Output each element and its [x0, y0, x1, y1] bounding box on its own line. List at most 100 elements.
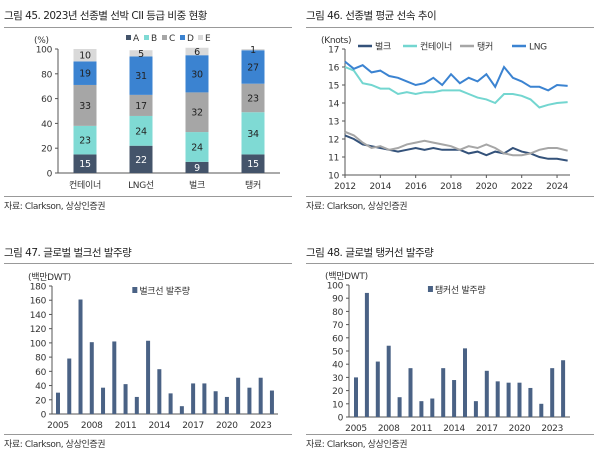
- divider: [306, 27, 594, 28]
- c45-data-label: 34: [247, 129, 259, 140]
- c48-y-tick-label: 60: [332, 334, 343, 344]
- c46-x-tick-label: 2014: [369, 182, 391, 192]
- c47-bar: [112, 341, 117, 414]
- c48-bar: [386, 345, 391, 417]
- divider: [306, 196, 594, 197]
- c46-legend-label: LNG: [529, 43, 547, 53]
- c45-bar-A: [185, 161, 209, 173]
- c47-x-tick-label: 2017: [182, 421, 204, 431]
- divider: [4, 434, 292, 435]
- chart48-title: 그림 48. 글로벌 탱커선 발주량: [306, 247, 434, 259]
- c47-y-tick-label: 40: [35, 382, 46, 392]
- c45-bar-E: [73, 49, 97, 62]
- c45-bar-D: [241, 50, 265, 84]
- chart46-source: 자료: Clarkson, 상상인증권: [306, 202, 408, 212]
- c46-x-tick-label: 2018: [440, 182, 462, 192]
- c48-bar: [397, 397, 402, 417]
- chart47-title: 그림 47. 글로벌 벌크선 발주량: [4, 247, 132, 259]
- c46-x-tick-label: 2020: [476, 182, 498, 192]
- c45-x-tick-label: LNG선: [128, 180, 154, 191]
- c48-bar: [452, 380, 457, 417]
- c47-y-axis-label: (백만DWT): [28, 272, 71, 283]
- c45-bar-B: [129, 115, 153, 146]
- c45-y-tick-label: 100: [36, 46, 53, 56]
- c47-legend-label: 벌크선 발주량: [139, 285, 189, 297]
- c47-bar: [179, 406, 184, 414]
- c47-bar: [213, 391, 218, 414]
- c47-bar: [146, 340, 151, 414]
- c48-bar: [364, 292, 369, 417]
- c45-data-label: 31: [135, 71, 147, 82]
- c45-legend-swatch: [126, 35, 131, 40]
- c45-y-tick-label: 60: [41, 95, 52, 105]
- chart47-source: 자료: Clarkson, 상상인증권: [4, 440, 106, 450]
- c47-y-tick-label: 60: [35, 368, 46, 378]
- c47-bar: [224, 396, 229, 414]
- c45-x-tick-label: 벌크: [189, 180, 205, 191]
- c45-data-label: 15: [79, 159, 91, 170]
- c46-y-tick-label: 14: [328, 100, 339, 110]
- c48-bar: [528, 387, 533, 417]
- c45-legend-label: A: [133, 34, 140, 44]
- c48-x-tick-label: 2023: [541, 424, 563, 434]
- c45-bar-C: [241, 83, 265, 113]
- c45-bar-B: [73, 125, 97, 155]
- c48-y-tick-label: 100: [327, 282, 344, 292]
- c47-bar: [157, 369, 162, 414]
- c48-bar: [539, 403, 544, 417]
- c46-line-탱커: [344, 130, 568, 157]
- c48-x-tick-label: 2008: [378, 424, 400, 434]
- c45-data-label: 30: [191, 69, 203, 80]
- c45-legend-swatch: [144, 35, 149, 40]
- c48-legend-label: 탱커선 발주량: [435, 284, 485, 296]
- c45-bar-D: [129, 56, 153, 95]
- c45-bar-C: [73, 84, 97, 126]
- c48-x-tick-label: 2017: [476, 424, 498, 434]
- c48-y-tick-label: 50: [332, 348, 343, 358]
- c47-y-tick-label: 100: [30, 339, 47, 349]
- c47-bar: [247, 387, 252, 414]
- c46-y-tick-label: 16: [328, 64, 339, 74]
- c45-data-label: 17: [135, 101, 147, 112]
- c46-x-tick-label: 2024: [546, 182, 568, 192]
- c45-bar-A: [241, 154, 265, 173]
- c48-y-tick-label: 40: [332, 361, 343, 371]
- c46-y-axis-label: (Knots): [321, 36, 351, 46]
- c45-bar-D: [73, 61, 97, 85]
- c48-bar: [561, 360, 566, 417]
- chart48-source: 자료: Clarkson, 상상인증권: [306, 440, 408, 450]
- c47-y-tick-label: 160: [30, 297, 47, 307]
- chart45-title: 그림 45. 2023년 선종별 선박 CII 등급 비중 현황: [4, 10, 207, 22]
- c46-y-tick-label: 17: [328, 46, 339, 56]
- c47-bar: [89, 342, 94, 414]
- c45-data-label: 9: [194, 163, 200, 174]
- c48-x-tick-label: 2020: [509, 424, 531, 434]
- c47-bar: [123, 384, 128, 414]
- c45-legend-swatch: [180, 35, 185, 40]
- c48-bar: [473, 401, 478, 417]
- c47-x-tick-label: 2005: [47, 421, 69, 431]
- c45-y-axis-label: (%): [34, 36, 49, 46]
- c47-x-tick-label: 2011: [115, 421, 137, 431]
- c45-bar-A: [73, 154, 97, 173]
- c45-y-tick-label: 40: [41, 120, 52, 130]
- c48-bar: [430, 398, 435, 417]
- c45-bar-B: [241, 112, 265, 155]
- divider: [4, 263, 292, 264]
- c48-y-tick-label: 70: [332, 321, 343, 331]
- c48-bar: [550, 368, 555, 417]
- c47-x-tick-label: 2008: [81, 421, 103, 431]
- c45-data-label: 32: [191, 108, 203, 119]
- c48-y-axis-label: (백만DWT): [325, 271, 368, 282]
- c47-y-tick-label: 20: [35, 396, 46, 406]
- c47-y-tick-label: 180: [30, 283, 47, 293]
- c48-y-tick-label: 0: [338, 414, 344, 424]
- c46-line-LNG: [344, 60, 568, 92]
- c45-legend-swatch: [198, 35, 203, 40]
- c47-y-tick-label: 0: [41, 411, 47, 421]
- c45-bar-A: [129, 145, 153, 173]
- c48-bar: [495, 381, 500, 417]
- chart46-title: 그림 46. 선종별 평균 선속 추이: [306, 10, 437, 22]
- c47-x-tick-label: 2020: [216, 421, 238, 431]
